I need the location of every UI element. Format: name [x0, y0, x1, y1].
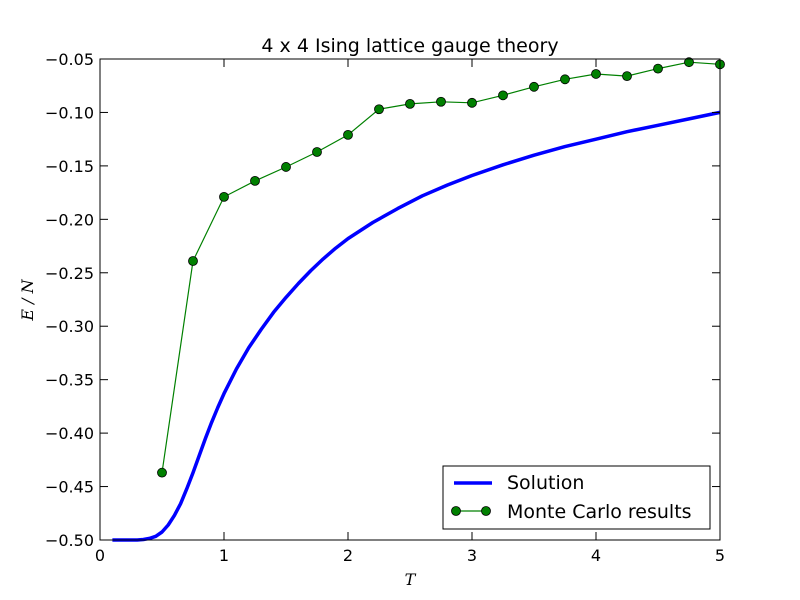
monte-carlo-point — [250, 175, 260, 186]
x-tick-label: 1 — [219, 546, 229, 565]
monte-carlo-point — [157, 467, 167, 478]
monte-carlo-point — [560, 74, 570, 85]
monte-carlo-point — [188, 256, 198, 266]
plot-frame — [99, 58, 721, 541]
y-tick-label: −0.50 — [45, 531, 94, 550]
monte-carlo-point — [622, 71, 632, 82]
y-tick-label: −0.05 — [45, 50, 94, 69]
y-tick-label: −0.40 — [45, 424, 94, 443]
legend: Solution Monte Carlo results — [442, 465, 711, 530]
monte-carlo-point — [374, 104, 384, 115]
legend-monte-carlo-marker — [451, 506, 461, 516]
y-tick-label: −0.25 — [45, 264, 94, 283]
y-tick-label: −0.45 — [45, 478, 94, 497]
x-tick-label: 2 — [343, 546, 353, 565]
monte-carlo-point — [498, 90, 508, 101]
monte-carlo-point — [591, 69, 601, 79]
monte-carlo-point — [684, 57, 694, 68]
monte-carlo-point — [219, 191, 229, 202]
monte-carlo-point — [529, 81, 539, 92]
y-tick-label: −0.20 — [45, 210, 94, 229]
y-tick-label: −0.10 — [45, 103, 94, 122]
monte-carlo-point — [343, 129, 353, 140]
legend-solution-label: Solution — [507, 472, 584, 494]
x-tick-label: 0 — [95, 546, 105, 565]
monte-carlo-point — [653, 63, 663, 74]
axis-ticks: 0 1 2 3 4 5 −0.05 −0.10 −0.15 −0.20 −0.25 −0.30 −0.3… — [45, 50, 725, 565]
x-tick-label: 5 — [715, 546, 725, 565]
monte-carlo-point — [436, 96, 446, 107]
y-axis-label: E / N — [18, 278, 37, 321]
monte-carlo-point — [405, 98, 415, 109]
y-tick-label: −0.30 — [45, 317, 94, 336]
x-axis-label: T — [405, 570, 417, 589]
legend-monte-carlo-marker — [481, 506, 491, 516]
solution-series-line — [112, 110, 721, 542]
x-tick-label: 4 — [591, 546, 601, 565]
legend-monte-carlo-label: Monte Carlo results — [507, 501, 692, 523]
monte-carlo-point — [281, 162, 291, 172]
chart-title: 4 x 4 Ising lattice gauge theory — [261, 35, 558, 57]
y-tick-label: −0.35 — [45, 371, 94, 390]
y-tick-label: −0.15 — [45, 157, 94, 176]
monte-carlo-point — [467, 97, 477, 108]
monte-carlo-point — [312, 147, 322, 157]
legend-box — [442, 465, 711, 530]
x-tick-label: 3 — [467, 546, 477, 565]
plot-data — [112, 57, 725, 542]
